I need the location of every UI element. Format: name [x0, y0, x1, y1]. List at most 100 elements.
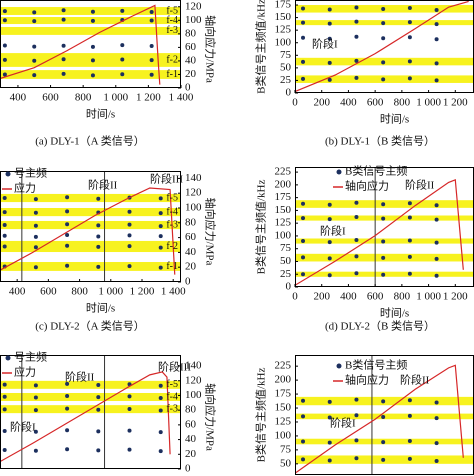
- frequency-point: [158, 383, 163, 388]
- frequency-band: [0, 380, 181, 389]
- caption: (d) DLY-2（B 类信号）: [325, 319, 435, 333]
- frequency-point: [96, 448, 101, 453]
- frequency-point: [127, 264, 132, 269]
- y-axis-label: B类信号主频值/kHz: [254, 368, 268, 463]
- x-tick-label: 1 200: [136, 92, 161, 104]
- frequency-point: [434, 217, 439, 222]
- stress-line: [0, 4, 161, 85]
- frequency-point: [354, 5, 359, 10]
- band-label: f-5: [166, 5, 178, 16]
- frequency-point: [301, 272, 306, 277]
- frequency-point: [407, 201, 412, 206]
- frequency-point: [90, 18, 95, 23]
- x-tick-label: 0: [292, 97, 298, 109]
- frequency-point: [65, 233, 70, 238]
- frequency-point: [301, 414, 306, 419]
- plot-frame: [0, 0, 181, 88]
- x-axis-label: 时间/s: [380, 113, 409, 126]
- y-tick-label: 100: [275, 429, 292, 441]
- frequency-point: [149, 10, 154, 15]
- frequency-point: [2, 210, 7, 215]
- y-tick-label: 125: [275, 217, 292, 229]
- frequency-point: [61, 17, 66, 22]
- frequency-point: [407, 413, 412, 418]
- frequency-point: [407, 456, 412, 461]
- legend-marker: [336, 363, 342, 369]
- y-tick-label: 150: [275, 204, 292, 216]
- frequency-point: [158, 449, 163, 454]
- band-label: f-4: [166, 206, 178, 217]
- frequency-point: [301, 59, 306, 64]
- frequency-point: [33, 408, 38, 413]
- frequency-band: [0, 240, 181, 253]
- y2-tick-label: 140: [185, 360, 202, 372]
- x-tick-label: 1 400: [169, 92, 194, 104]
- y2-axis-label: 轴向应力/MPa: [203, 15, 217, 83]
- frequency-point: [381, 457, 386, 462]
- frequency-point: [301, 216, 306, 221]
- y-tick-label: 25: [280, 74, 292, 86]
- caption: (b) DLY-1（B 类信号）: [325, 134, 435, 148]
- y-tick-label: 150: [275, 11, 292, 23]
- y2-tick-label: 80: [185, 216, 197, 228]
- x-tick-label: 1 200: [443, 291, 468, 303]
- frequency-point: [96, 244, 101, 249]
- frequency-point: [33, 383, 38, 388]
- y2-axis-label: 轴向应力/MPa: [203, 383, 217, 451]
- x-tick-label: 400: [340, 97, 357, 109]
- x-tick-label: 600: [367, 291, 384, 303]
- frequency-point: [96, 407, 101, 412]
- frequency-point: [2, 244, 7, 249]
- x-tick-label: 1 200: [443, 97, 468, 109]
- band-label: f-5: [166, 379, 178, 390]
- x-tick-label: 600: [367, 97, 384, 109]
- frequency-point: [127, 428, 132, 433]
- frequency-point: [2, 448, 7, 452]
- y2-tick-label: 80: [185, 27, 197, 39]
- y2-tick-label: 40: [185, 433, 197, 445]
- frequency-point: [407, 271, 412, 276]
- frequency-point: [65, 243, 70, 248]
- frequency-point: [301, 201, 306, 206]
- frequency-point: [2, 9, 7, 14]
- frequency-point: [381, 21, 386, 26]
- frequency-point: [327, 202, 332, 207]
- y2-tick-label: 60: [185, 418, 197, 430]
- y-tick-label: 175: [275, 388, 292, 400]
- frequency-point: [127, 233, 132, 238]
- frequency-point: [158, 196, 163, 201]
- frequency-point: [33, 448, 38, 453]
- band-label: f-4: [166, 391, 178, 402]
- y-axis-label: B类信号主频值/kHz: [254, 180, 268, 275]
- legend-label: 应力: [14, 181, 36, 195]
- y2-tick-label: 0: [185, 463, 191, 475]
- frequency-point: [327, 36, 332, 41]
- frequency-point: [127, 394, 132, 399]
- frequency-point: [33, 210, 38, 215]
- frequency-point: [127, 447, 132, 452]
- frequency-point: [2, 407, 7, 412]
- frequency-point: [158, 245, 163, 250]
- frequency-point: [301, 35, 306, 40]
- frequency-point: [301, 398, 306, 403]
- frequency-point: [434, 61, 439, 66]
- frequency-point: [65, 195, 70, 200]
- frequency-band: [0, 26, 181, 35]
- x-tick-label: 400: [340, 291, 357, 303]
- frequency-point: [327, 458, 332, 463]
- band-label: f-1: [166, 261, 178, 272]
- plot-area: [0, 355, 181, 469]
- frequency-point: [158, 408, 163, 413]
- stress-line: [295, 0, 469, 93]
- frequency-band: [0, 53, 181, 67]
- frequency-point: [2, 18, 7, 23]
- y-tick-label: 125: [275, 24, 292, 36]
- stage-label: 阶段I: [10, 420, 36, 434]
- legend-label: B类信号主频: [345, 164, 407, 178]
- frequency-point: [61, 43, 66, 48]
- frequency-point: [149, 72, 154, 77]
- y2-tick-label: 40: [185, 54, 197, 66]
- frequency-point: [327, 60, 332, 65]
- y2-tick-label: 60: [185, 41, 197, 53]
- frequency-point: [407, 59, 412, 64]
